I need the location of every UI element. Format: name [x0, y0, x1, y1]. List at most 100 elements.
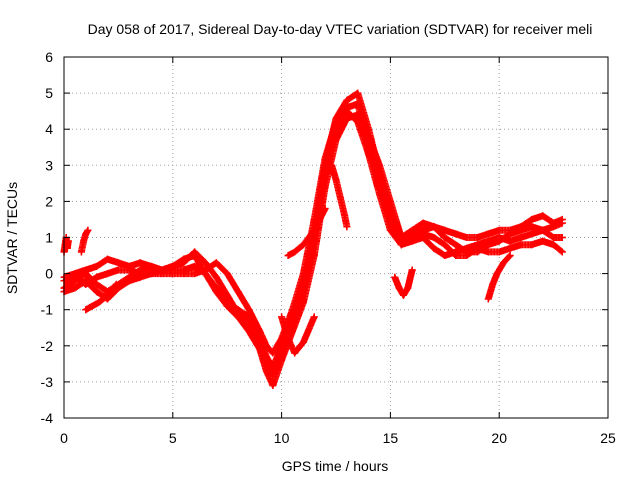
data-point	[112, 280, 120, 288]
data-point	[169, 270, 177, 278]
y-tick-label: 6	[45, 49, 53, 65]
data-point	[278, 313, 286, 321]
y-tick-label: 3	[45, 157, 53, 173]
series-segment-g	[391, 266, 416, 299]
data-point	[191, 270, 199, 278]
data-point	[262, 342, 270, 350]
series-segment-b	[77, 226, 92, 256]
data-point	[93, 273, 101, 281]
data-point	[84, 226, 92, 234]
data-point	[506, 244, 514, 252]
data-point	[517, 234, 525, 241]
data-point	[191, 248, 199, 256]
data-point	[234, 309, 242, 317]
data-point	[223, 270, 231, 278]
series-segment-d	[284, 205, 329, 260]
data-point	[212, 284, 220, 292]
data-point	[539, 237, 547, 245]
data-point	[201, 266, 209, 274]
data-point	[169, 262, 177, 270]
data-point	[528, 223, 536, 231]
data-point	[147, 270, 155, 278]
data-point	[147, 262, 155, 270]
data-point	[484, 248, 492, 256]
data-point	[484, 230, 492, 238]
data-point	[284, 252, 292, 260]
data-point	[93, 280, 101, 288]
data-point	[395, 284, 403, 292]
data-point	[291, 349, 299, 357]
x-axis-label: GPS time / hours	[282, 458, 389, 474]
data-point	[495, 248, 503, 256]
data-point	[158, 270, 166, 278]
data-point	[284, 335, 292, 343]
data-point	[430, 234, 438, 241]
x-tick-label: 5	[169, 430, 177, 446]
data-point	[328, 161, 336, 169]
data-point	[71, 273, 79, 281]
data-point	[528, 215, 536, 223]
y-tick-label: 1	[45, 230, 53, 246]
data-point	[191, 262, 199, 270]
data-point	[343, 96, 351, 104]
marker-trace	[328, 161, 351, 231]
data-point	[354, 118, 362, 126]
data-point	[386, 226, 394, 234]
data-point	[463, 234, 471, 241]
series-segment-e	[278, 313, 318, 357]
data-point	[321, 205, 329, 213]
data-point	[269, 371, 277, 379]
data-point	[430, 223, 438, 231]
data-point	[262, 367, 270, 375]
data-point	[528, 241, 536, 249]
chart-title: Day 058 of 2017, Sidereal Day-to-day VTE…	[88, 21, 593, 37]
data-point	[93, 288, 101, 296]
y-tick-label: 5	[45, 85, 53, 101]
data-point	[310, 313, 318, 321]
data-point	[539, 212, 547, 220]
data-point	[82, 230, 90, 238]
data-point	[82, 306, 90, 314]
data-point	[180, 259, 188, 267]
data-point	[245, 320, 253, 328]
data-series	[60, 89, 566, 390]
data-point	[321, 154, 329, 162]
x-tick-label: 15	[383, 430, 399, 446]
data-point	[212, 259, 220, 267]
data-point	[332, 118, 340, 126]
data-point	[114, 266, 122, 274]
data-point	[136, 270, 144, 278]
data-point	[291, 248, 299, 256]
y-axis-label: SDTVAR / TECUs	[4, 182, 20, 294]
data-point	[517, 226, 525, 234]
data-point	[262, 356, 270, 364]
y-tick-label: 0	[45, 266, 53, 282]
data-point	[64, 237, 72, 245]
data-point	[343, 107, 351, 115]
data-point	[354, 89, 362, 97]
series-segment-c	[82, 280, 120, 314]
y-tick-label: 4	[45, 121, 53, 137]
data-point	[95, 298, 103, 306]
x-tick-label: 0	[60, 430, 68, 446]
data-point	[441, 252, 449, 260]
data-point	[495, 226, 503, 234]
data-point	[463, 244, 471, 252]
data-point	[365, 150, 373, 158]
data-point	[278, 335, 286, 343]
data-point	[495, 234, 503, 241]
data-point	[332, 176, 340, 184]
data-point	[404, 284, 412, 292]
data-point	[397, 241, 405, 249]
data-point	[391, 273, 399, 281]
data-point	[399, 291, 407, 299]
data-point	[463, 252, 471, 260]
data-point	[93, 262, 101, 270]
data-point	[299, 338, 307, 346]
data-point	[288, 306, 296, 314]
data-point	[452, 230, 460, 238]
data-point	[80, 237, 88, 245]
data-point	[441, 226, 449, 234]
y-tick-label: -1	[41, 302, 54, 318]
